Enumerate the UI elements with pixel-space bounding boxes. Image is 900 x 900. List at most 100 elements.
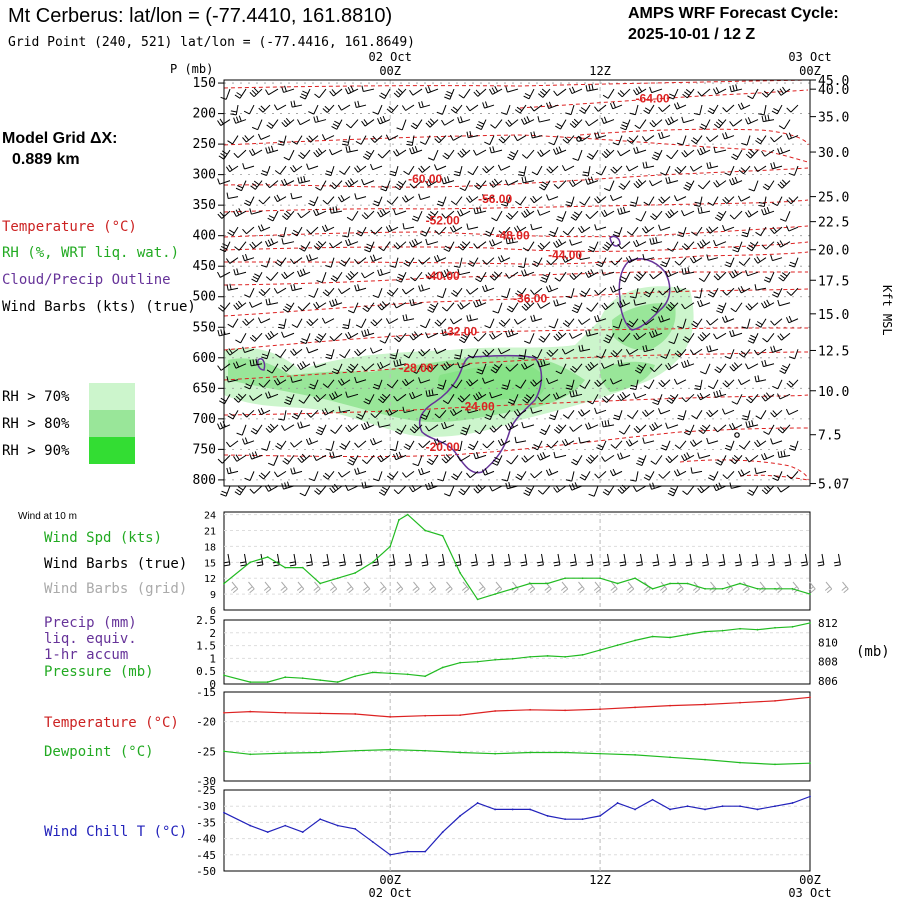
temperature-contour-label: -32.00 xyxy=(443,325,477,339)
wind-barb xyxy=(354,376,367,384)
wind-speed-label: Wind Spd (kts) xyxy=(44,530,162,546)
barb-feather xyxy=(221,150,228,155)
barb-feather xyxy=(484,233,491,237)
barb-feather xyxy=(572,157,579,161)
barb-staff xyxy=(300,119,311,126)
wind-barb xyxy=(658,379,671,388)
barb-feather xyxy=(722,224,726,231)
barb-staff xyxy=(503,226,511,236)
barb-feather xyxy=(569,87,573,94)
wind-barb xyxy=(683,424,695,436)
barb-feather xyxy=(363,400,370,405)
wind-speed-point xyxy=(398,519,400,521)
wind-barb xyxy=(273,104,287,111)
wind-barb xyxy=(278,410,287,421)
barb-feather xyxy=(768,564,775,567)
wind-barb xyxy=(721,408,735,415)
barb-feather xyxy=(217,178,221,185)
precip-axis: 2.521.510.50 xyxy=(196,614,216,691)
barb-feather xyxy=(459,209,464,216)
wind-barb xyxy=(673,469,687,477)
wind-barb xyxy=(786,132,799,140)
wind-barb xyxy=(609,468,623,477)
wind-barb xyxy=(677,410,687,421)
barb-staff xyxy=(780,485,791,493)
barb-staff xyxy=(388,226,399,233)
barb-feather xyxy=(477,484,483,490)
barb-staff xyxy=(794,257,799,268)
barb-staff xyxy=(502,135,511,144)
barb-feather xyxy=(530,223,533,230)
barb-feather xyxy=(256,561,263,564)
barb-feather xyxy=(322,475,329,480)
barb-staff xyxy=(363,581,371,590)
barb-staff xyxy=(715,88,727,95)
barb-feather xyxy=(546,351,552,357)
barb-feather xyxy=(229,283,232,290)
barb-feather xyxy=(427,179,432,185)
barb-staff xyxy=(533,287,543,295)
barb-feather xyxy=(597,260,604,265)
barb-feather xyxy=(267,425,273,431)
barb-feather xyxy=(361,330,364,337)
pressure-axis-label: P (mb) xyxy=(170,62,213,76)
barb-staff xyxy=(601,440,607,451)
temperature-point xyxy=(634,706,636,709)
barb-feather xyxy=(607,419,610,426)
barb-staff xyxy=(341,196,351,203)
wind-barb xyxy=(457,302,471,310)
barb-feather xyxy=(315,394,321,401)
barb-staff xyxy=(747,271,759,277)
barb-feather xyxy=(556,123,563,127)
barb-feather xyxy=(676,285,681,292)
barb-feather xyxy=(484,141,490,146)
barb-feather xyxy=(425,367,431,373)
barb-feather xyxy=(565,387,572,390)
wind-barb xyxy=(418,348,431,357)
barb-feather xyxy=(438,564,445,567)
barb-feather xyxy=(770,136,775,143)
surface-wind-barb-true xyxy=(239,553,247,567)
barb-feather xyxy=(405,443,411,448)
barb-feather xyxy=(540,279,547,283)
wind-barb xyxy=(355,318,367,329)
barb-feather xyxy=(338,406,341,413)
barb-staff xyxy=(597,104,607,112)
barb-feather xyxy=(516,290,523,295)
barb-staff xyxy=(627,581,635,590)
barb-feather xyxy=(418,193,421,200)
barb-feather xyxy=(480,588,486,594)
barb-feather xyxy=(277,235,284,238)
barb-feather xyxy=(748,337,755,341)
barb-staff xyxy=(648,196,655,206)
wind-barb xyxy=(394,332,407,343)
barb-feather xyxy=(236,92,242,97)
wind-barb xyxy=(378,241,391,252)
barb-feather xyxy=(335,206,338,213)
wind-barb xyxy=(489,239,503,247)
barb-staff xyxy=(740,196,751,202)
barb-staff xyxy=(331,454,343,459)
wind-barb xyxy=(498,135,511,144)
surface-wind-barb-grid xyxy=(329,581,338,594)
wind-barb xyxy=(354,257,367,265)
barb-feather xyxy=(697,184,704,190)
wind-chill-point xyxy=(564,818,567,821)
wind-barb xyxy=(660,440,671,451)
barb-feather xyxy=(707,202,714,206)
wind-barb xyxy=(409,180,423,189)
barb-staff xyxy=(779,302,791,307)
barb-feather xyxy=(745,118,749,125)
barb-feather xyxy=(377,269,381,276)
barb-feather xyxy=(425,332,429,339)
wind-barb xyxy=(369,347,383,354)
wind-barb xyxy=(697,452,711,459)
wind-tick-label: 15 xyxy=(204,558,216,569)
barb-staff xyxy=(614,348,623,358)
wind-barb xyxy=(643,287,655,298)
barb-feather xyxy=(411,370,417,374)
wind-barb xyxy=(754,467,767,475)
barb-feather xyxy=(747,95,753,100)
wind-barb xyxy=(643,471,655,481)
wind-barb xyxy=(490,119,503,129)
